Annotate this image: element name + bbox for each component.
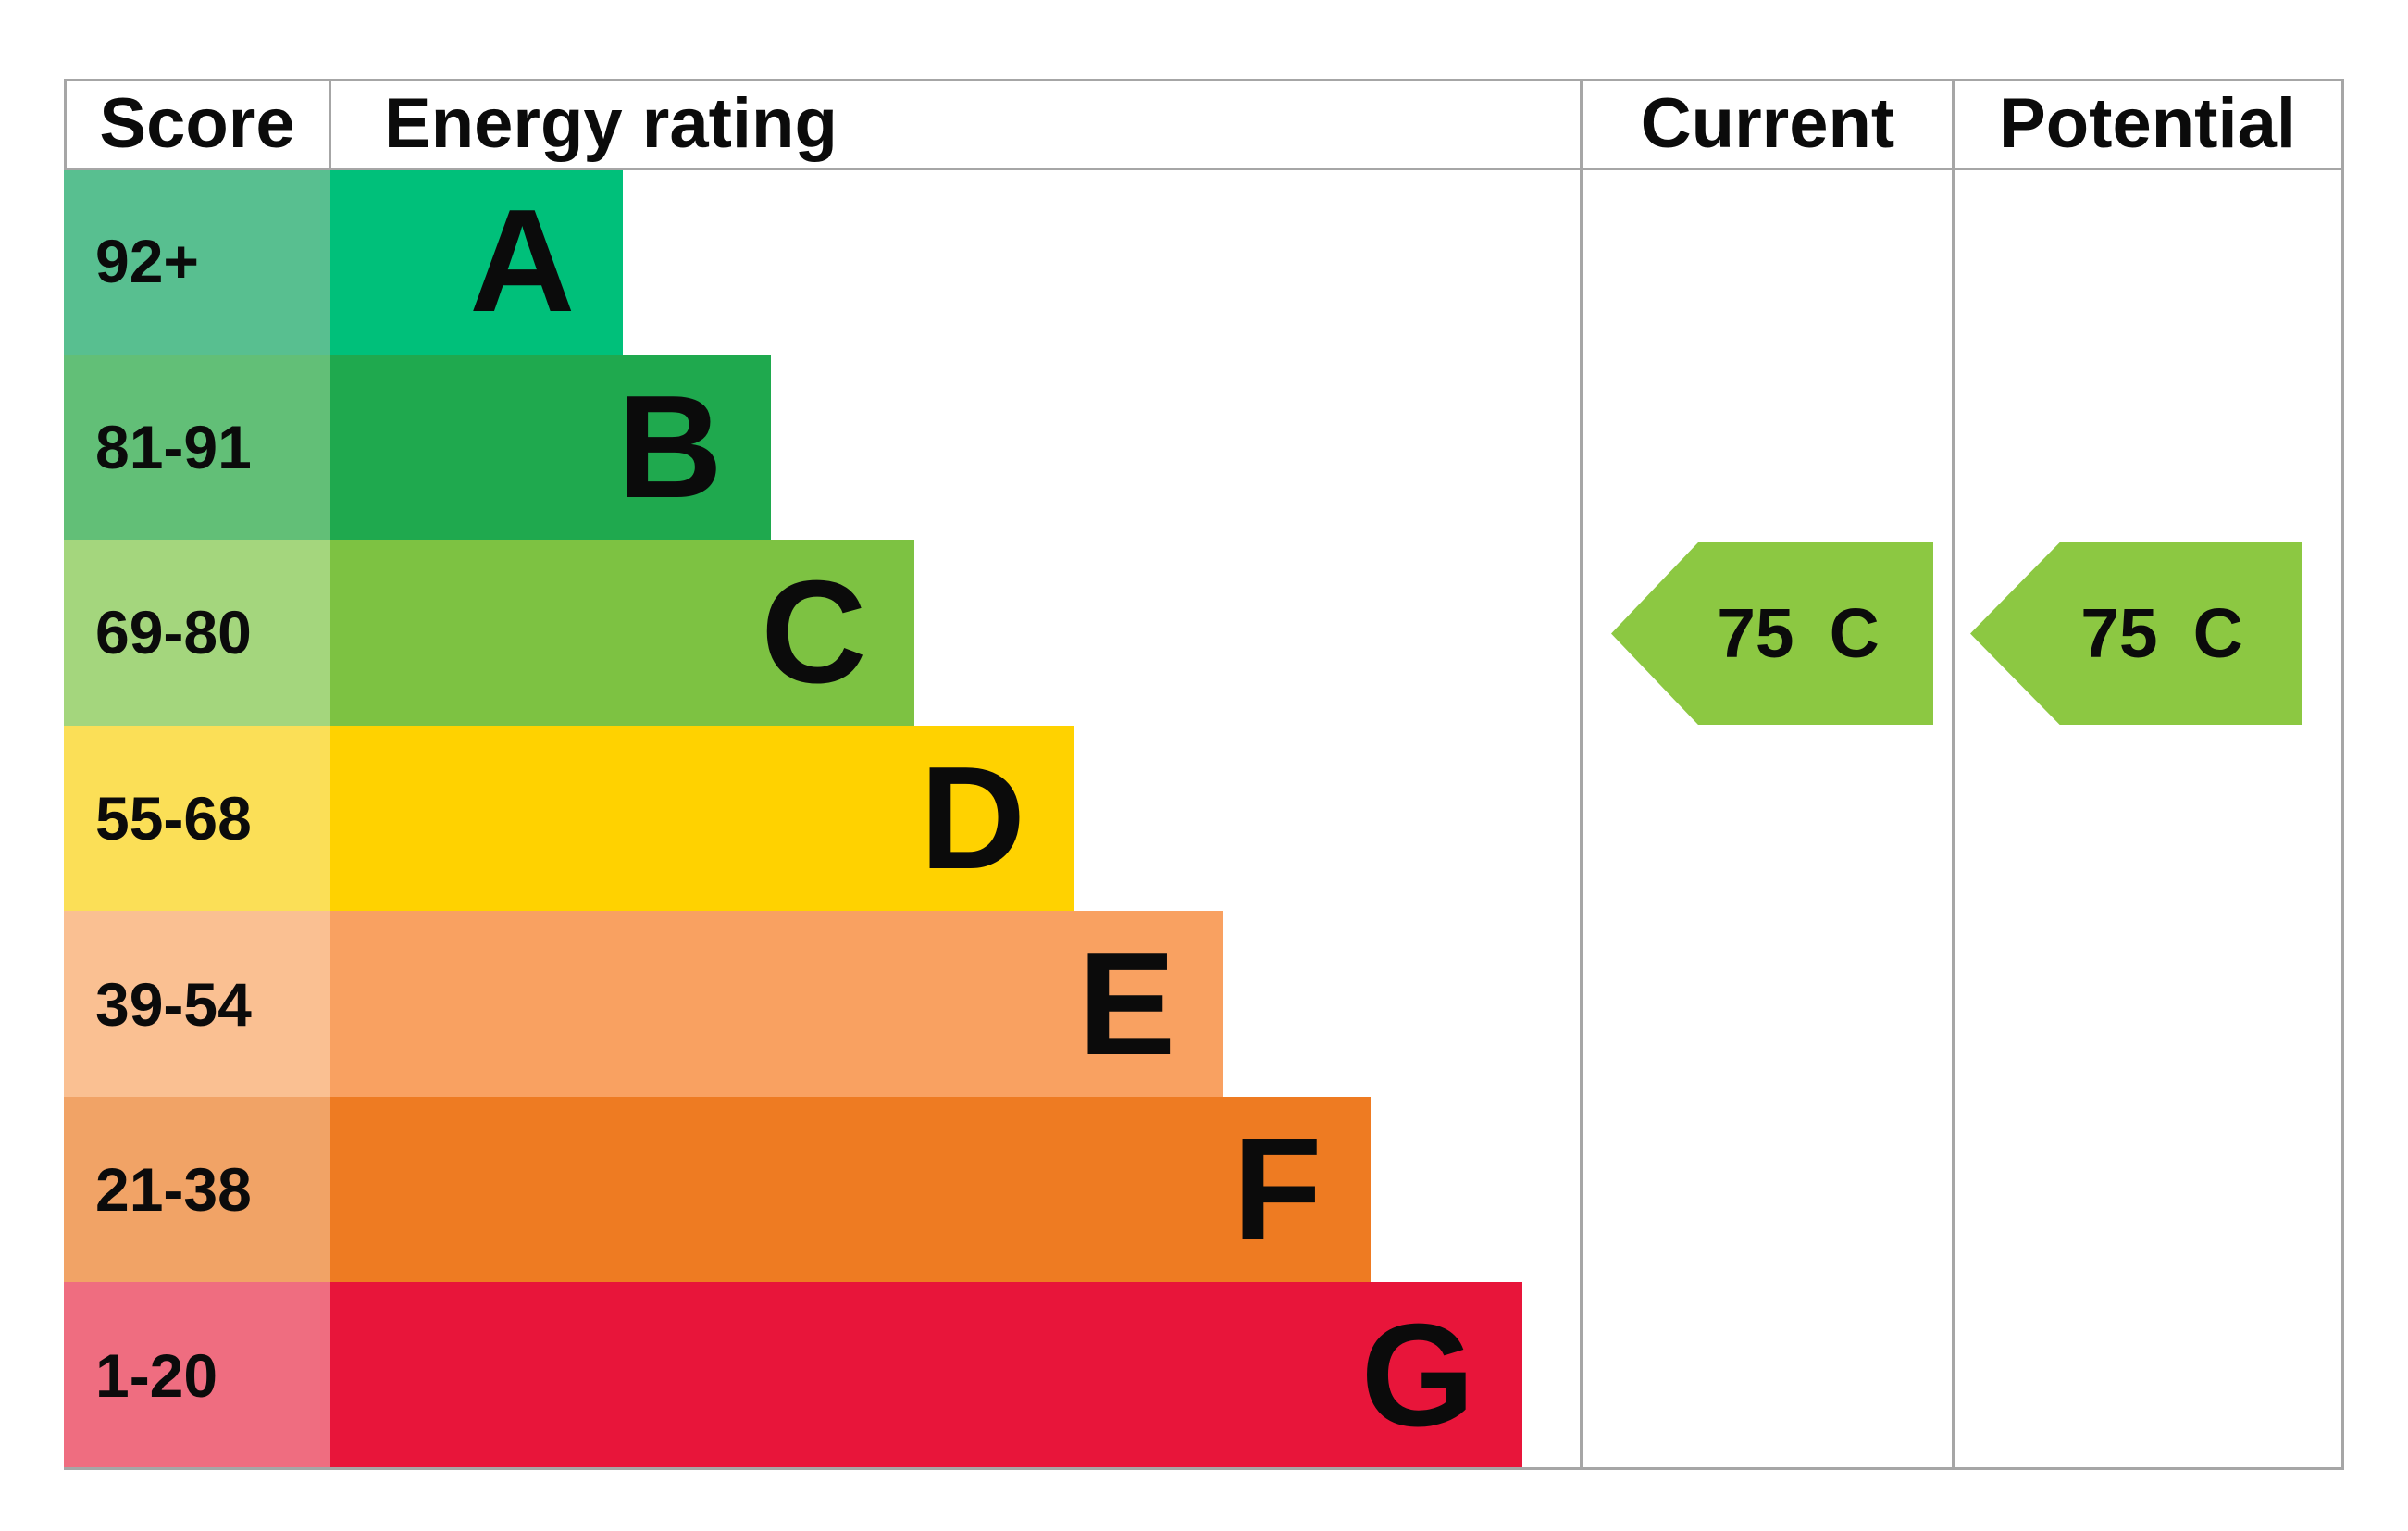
- score-range-a: 92+: [64, 168, 330, 355]
- score-range-d: 55-68: [64, 725, 330, 912]
- band-bar-c: C: [330, 540, 915, 726]
- bar-area-b: B: [330, 354, 1582, 541]
- band-bar-f: F: [330, 1096, 1371, 1283]
- potential-rating-band: C: [2192, 594, 2243, 672]
- band-bar-e: E: [330, 911, 1224, 1097]
- header-potential: Potential: [1999, 84, 2296, 163]
- band-bar-b: B: [330, 354, 771, 541]
- score-range-e: 39-54: [64, 911, 330, 1097]
- bar-area-c: C: [330, 540, 1582, 726]
- current-rating-band: C: [1829, 594, 1880, 672]
- header-current: Current: [1640, 84, 1895, 163]
- band-bar-a: A: [330, 168, 624, 355]
- potential-rating-value: 75: [2080, 594, 2158, 672]
- band-row-f: 21-38 F: [64, 1096, 1582, 1283]
- band-row-a: 92+ A: [64, 168, 1582, 355]
- score-range-f: 21-38: [64, 1096, 330, 1283]
- divider-energy-current: [1580, 79, 1583, 1470]
- band-bar-g: G: [330, 1282, 1523, 1469]
- band-row-e: 39-54 E: [64, 911, 1582, 1097]
- header-energy-rating: Energy rating: [384, 84, 838, 163]
- bar-area-f: F: [330, 1096, 1582, 1283]
- score-range-g: 1-20: [64, 1282, 330, 1469]
- divider-current-potential: [1952, 79, 1955, 1470]
- divider-score-energy: [329, 79, 331, 170]
- current-rating-value: 75: [1717, 594, 1794, 672]
- band-bar-d: D: [330, 725, 1074, 912]
- band-row-b: 81-91 B: [64, 354, 1582, 541]
- table-border-top: [64, 79, 2344, 81]
- potential-rating-arrow: 75 C: [1970, 542, 2302, 725]
- band-row-c: 69-80 C: [64, 540, 1582, 726]
- bar-area-g: G: [330, 1282, 1582, 1469]
- table-border-left: [64, 79, 67, 170]
- table-border-bottom: [64, 1467, 2344, 1470]
- header-score: Score: [99, 84, 295, 163]
- table-header-row: Score Energy rating Current Potential: [64, 80, 2341, 168]
- band-rows: 92+ A 81-91 B 69-80 C 55-68 D 39-54 E 21-38 F 1-20 G: [64, 168, 1582, 1469]
- score-range-b: 81-91: [64, 354, 330, 541]
- bar-area-d: D: [330, 725, 1582, 912]
- table-border-right: [2341, 79, 2344, 1470]
- band-row-d: 55-68 D: [64, 725, 1582, 912]
- bar-area-a: A: [330, 168, 1582, 355]
- score-range-c: 69-80: [64, 540, 330, 726]
- table-border-header-bottom: [64, 168, 2344, 170]
- current-rating-arrow: 75 C: [1611, 542, 1933, 725]
- bar-area-e: E: [330, 911, 1582, 1097]
- band-row-g: 1-20 G: [64, 1282, 1582, 1469]
